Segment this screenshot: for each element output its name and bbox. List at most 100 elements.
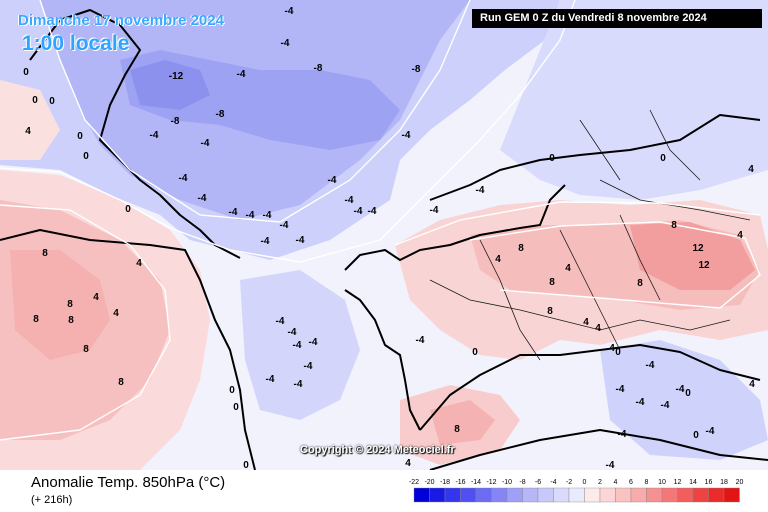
isotherm-label: -4 — [263, 210, 272, 221]
isotherm-label: 0 — [693, 430, 699, 441]
isotherm-label: 4 — [113, 308, 119, 319]
legend-tick-label: -8 — [519, 479, 525, 486]
warm-anomaly-ukraine-core — [630, 222, 755, 290]
isotherm-label: -4 — [296, 235, 305, 246]
legend-color-swatch — [661, 487, 678, 503]
isotherm-label: -4 — [636, 397, 645, 408]
isotherm-label: 8 — [33, 314, 39, 325]
isotherm-label: 0 — [233, 402, 239, 413]
isotherm-label: -4 — [661, 400, 670, 411]
border-line — [559, 229, 621, 351]
isotherm-label: 8 — [637, 278, 643, 289]
isotherm-label: -4 — [294, 379, 303, 390]
legend-color-swatch — [429, 487, 446, 503]
isotherm-label: 12 — [692, 243, 704, 254]
isotherm-label: 4 — [748, 164, 754, 175]
isotherm-line — [39, 0, 471, 223]
isotherm-label: 0 — [472, 347, 478, 358]
cold-anomaly-balkans — [600, 340, 768, 460]
legend-tick-label: 14 — [689, 479, 697, 486]
isotherm-label: 8 — [68, 315, 74, 326]
legend-color-swatch — [630, 487, 647, 503]
isotherm-label: -4 — [328, 175, 337, 186]
isotherm-label: -4 — [430, 205, 439, 216]
isotherm-label: 4 — [609, 343, 615, 354]
isotherm-label: -4 — [476, 185, 485, 196]
coastlines — [0, 9, 768, 470]
isotherm-label: -8 — [314, 63, 323, 74]
legend-tick-label: -6 — [535, 479, 541, 486]
isotherm-label: 4 — [565, 263, 571, 274]
isotherm-label: 4 — [583, 317, 589, 328]
legend-tick-label: -10 — [502, 479, 512, 486]
warm-anomaly-west-atlantic-core — [10, 250, 110, 360]
legend-tick-label: 8 — [645, 479, 649, 486]
cold-anomaly-deep-core — [130, 60, 210, 110]
legend-color-swatch — [646, 487, 663, 503]
isotherm-label: 0 — [685, 388, 691, 399]
isotherm-label: -4 — [281, 38, 290, 49]
lead-time: (+ 216h) — [31, 494, 73, 506]
legend-tick-label: -22 — [409, 479, 419, 486]
isotherm-label: -4 — [285, 6, 294, 17]
isotherm-label: -4 — [354, 206, 363, 217]
border-line — [599, 179, 751, 221]
cold-anomaly-iberia-west — [240, 270, 360, 420]
isotherm-label: -4 — [261, 236, 270, 247]
isotherm-label: 12 — [698, 260, 710, 271]
isotherm-label: -8 — [412, 64, 421, 75]
temperature-anomaly-map: -12 -8 -8 -8 -8 -4 -4 -4 -4 -4 -4 -4 -4 … — [0, 0, 768, 470]
isotherm-label: -8 — [171, 116, 180, 127]
border-line — [649, 109, 701, 181]
isotherm-label: 4 — [749, 379, 755, 390]
legend-tick-label: -20 — [424, 479, 434, 486]
isotherm-label: -4 — [246, 210, 255, 221]
isotherm-label: 0 — [23, 67, 29, 78]
isotherm-label: 0 — [660, 153, 666, 164]
isotherm-label: 0 — [77, 131, 83, 142]
isotherm-label: 4 — [495, 254, 501, 265]
isotherm-label: 4 — [595, 323, 601, 334]
legend-color-swatch — [537, 487, 554, 503]
legend-tick-label: -4 — [550, 479, 556, 486]
isotherm-label: 8 — [118, 377, 124, 388]
warm-anomaly-north-africa-core — [430, 400, 495, 445]
legend-tick-label: 16 — [705, 479, 713, 486]
legend-color-swatch — [723, 487, 740, 503]
isotherm-label: -4 — [201, 138, 210, 149]
isotherm-label: -4 — [309, 337, 318, 348]
isotherm-label: -12 — [169, 71, 184, 82]
isotherm-label: -4 — [293, 340, 302, 351]
isotherm-label: -4 — [280, 220, 289, 231]
isotherm-label: 8 — [67, 299, 73, 310]
cold-anomaly-scandinavia — [500, 0, 768, 200]
greenland-coast — [29, 9, 241, 259]
isotherm-label: -4 — [416, 335, 425, 346]
europe-coast — [344, 184, 566, 271]
legend-color-swatch — [677, 487, 694, 503]
isotherm-label: 4 — [136, 258, 142, 269]
isotherm-label: -4 — [345, 195, 354, 206]
legend-tick-label: -12 — [486, 479, 496, 486]
footer-panel: Anomalie Temp. 850hPa (°C) (+ 216h) -22-… — [0, 470, 768, 512]
isotherm-label: -4 — [198, 193, 207, 204]
isotherm-label: 0 — [83, 151, 89, 162]
isotherm-label: -4 — [606, 460, 615, 470]
legend-color-swatch — [708, 487, 725, 503]
legend-tick-label: 10 — [658, 479, 666, 486]
mediterranean-coast — [419, 344, 761, 431]
isotherm-label: 4 — [93, 292, 99, 303]
legend-color-swatch — [599, 487, 616, 503]
warm-anomaly-arctic-west — [0, 80, 60, 160]
isotherm-label: 0 — [229, 385, 235, 396]
isotherm-label: 0 — [243, 460, 249, 470]
forecast-time: 1:00 locale — [22, 32, 130, 55]
isotherm-label: -4 — [266, 374, 275, 385]
border-line — [579, 119, 621, 181]
isotherm-label: -4 — [229, 207, 238, 218]
legend-tick-label: 6 — [629, 479, 633, 486]
isotherm-label: 0 — [125, 204, 131, 215]
isotherm-line — [0, 204, 171, 441]
isotherm-label: 4 — [25, 126, 31, 137]
isotherm-label: 8 — [454, 424, 460, 435]
